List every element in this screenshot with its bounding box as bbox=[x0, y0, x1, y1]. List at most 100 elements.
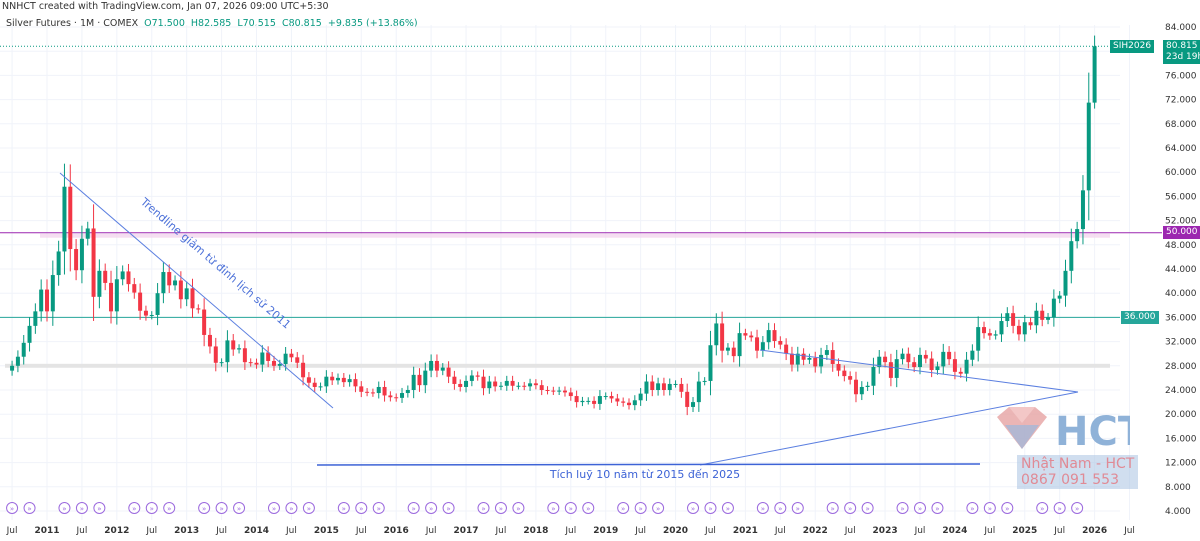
candle-body bbox=[370, 392, 375, 394]
candle-body bbox=[859, 386, 864, 395]
candle-body bbox=[691, 402, 696, 407]
candle-body bbox=[1016, 325, 1021, 335]
candle-body bbox=[161, 272, 166, 294]
rollover-icon-glyph: » bbox=[1058, 505, 1062, 513]
candle-body bbox=[498, 385, 503, 387]
rollover-icon bbox=[337, 502, 350, 514]
candle-body bbox=[993, 334, 998, 336]
candle-body bbox=[673, 383, 678, 385]
y-tick-label: 16.000 bbox=[1165, 434, 1197, 444]
candle-body bbox=[1046, 317, 1051, 320]
rollover-icon-glyph: » bbox=[272, 505, 276, 513]
rollover-icon-glyph: » bbox=[865, 505, 869, 513]
candle-body bbox=[935, 366, 940, 371]
candle-body bbox=[458, 383, 463, 387]
candle-body bbox=[283, 353, 288, 364]
y-tick-label: 40.000 bbox=[1165, 289, 1197, 299]
candle-body bbox=[434, 360, 439, 371]
candle-body bbox=[656, 383, 661, 390]
level-50-tag: 50.000 bbox=[1163, 226, 1200, 239]
candle-body bbox=[1005, 313, 1010, 322]
candle-body bbox=[167, 272, 172, 286]
candle-body bbox=[1069, 241, 1074, 271]
candle-body bbox=[667, 383, 672, 390]
candle-body bbox=[277, 363, 282, 366]
candle-body bbox=[824, 350, 829, 355]
candle-body bbox=[766, 330, 771, 343]
y-tick-label: 24.000 bbox=[1165, 386, 1197, 396]
x-tick-label: Jul bbox=[145, 526, 157, 536]
rollover-icon bbox=[355, 502, 368, 514]
candle-body bbox=[411, 374, 416, 390]
candle-body bbox=[714, 323, 719, 346]
rollover-icon bbox=[512, 502, 525, 514]
symbol-title[interactable]: Silver Futures · 1M · COMEX bbox=[6, 18, 139, 29]
rollover-icon-glyph: » bbox=[359, 505, 363, 513]
candle-body bbox=[376, 386, 381, 394]
y-tick-label: 84.000 bbox=[1165, 23, 1197, 33]
downtrend-line bbox=[59, 172, 334, 409]
rollover-icon-glyph: » bbox=[429, 505, 433, 513]
rollover-icon-glyph: » bbox=[97, 505, 101, 513]
x-tick-label: 2020 bbox=[663, 526, 688, 536]
rollover-icon bbox=[617, 502, 630, 514]
candle-body bbox=[888, 362, 893, 378]
rollover-icon-glyph: » bbox=[1040, 505, 1044, 513]
rollover-icon bbox=[215, 502, 228, 514]
candle-body bbox=[429, 360, 434, 371]
candle-body bbox=[103, 270, 108, 283]
rollover-icon-glyph: » bbox=[62, 505, 66, 513]
x-tick-label: 2021 bbox=[733, 526, 758, 536]
candle-body bbox=[725, 347, 730, 351]
rollover-icon-glyph: » bbox=[412, 505, 416, 513]
rollover-icon bbox=[285, 502, 298, 514]
y-tick-label: 52.000 bbox=[1165, 217, 1197, 227]
change-value: +9.835 (+13.86%) bbox=[327, 18, 418, 29]
candle-body bbox=[865, 385, 870, 387]
candle-body bbox=[574, 396, 579, 403]
last-price: 80.815 bbox=[1166, 41, 1198, 51]
candle-body bbox=[516, 385, 521, 387]
rollover-icon bbox=[756, 502, 769, 514]
candle-body bbox=[56, 251, 61, 276]
rollover-icon-glyph: » bbox=[481, 505, 485, 513]
candle-body bbox=[400, 393, 405, 398]
x-tick-label: Jul bbox=[774, 526, 786, 536]
rollover-icon-glyph: » bbox=[569, 505, 573, 513]
candle-body bbox=[528, 383, 533, 387]
ohlc-legend: Silver Futures · 1M · COMEX O71.500 H82.… bbox=[6, 18, 418, 29]
candle-body bbox=[219, 362, 224, 364]
candle-body bbox=[615, 398, 620, 402]
x-tick-label: 2011 bbox=[34, 526, 59, 536]
rollover-icon-glyph: » bbox=[377, 505, 381, 513]
candle-body bbox=[452, 376, 457, 384]
candle-body bbox=[330, 376, 335, 381]
rollover-icon-glyph: » bbox=[761, 505, 765, 513]
rollover-icon-glyph: » bbox=[831, 505, 835, 513]
gray-support-band bbox=[5, 363, 1110, 368]
triangle-lower-line bbox=[699, 391, 1079, 466]
level-36-tag: 36.000 bbox=[1121, 311, 1159, 324]
rollover-icon bbox=[721, 502, 734, 514]
candle-body bbox=[912, 362, 917, 368]
rollover-icon-glyph: » bbox=[342, 505, 346, 513]
rollover-icon-glyph: » bbox=[621, 505, 625, 513]
rollover-icon bbox=[896, 502, 909, 514]
rollover-icon bbox=[826, 502, 839, 514]
x-tick-label: Jul bbox=[355, 526, 367, 536]
candle-body bbox=[644, 381, 649, 394]
candle-body bbox=[242, 348, 247, 363]
candle-body bbox=[731, 347, 736, 357]
candle-body bbox=[1086, 102, 1091, 191]
candle-body bbox=[336, 377, 340, 381]
rollover-icon bbox=[6, 502, 19, 514]
candle-body bbox=[661, 383, 666, 390]
candle-body bbox=[650, 381, 655, 390]
candle-body bbox=[877, 356, 882, 368]
x-tick-label: Jul bbox=[844, 526, 856, 536]
trendline-label: Trendline giảm từ đỉnh lịch sử 2011 bbox=[137, 195, 293, 332]
candle-body bbox=[964, 359, 969, 374]
candle-body bbox=[987, 333, 992, 336]
rollover-icon bbox=[564, 502, 577, 514]
